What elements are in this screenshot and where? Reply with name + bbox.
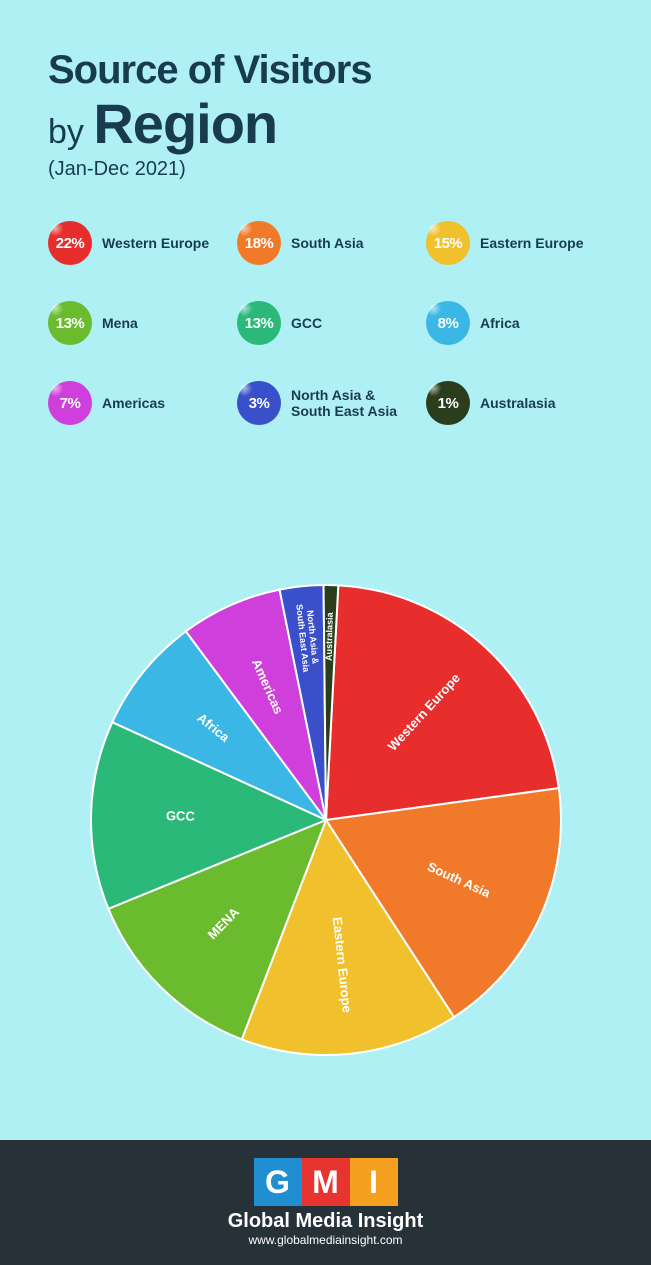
legend-circle: 3%: [237, 381, 281, 425]
footer-brand-name: Global Media Insight: [228, 1210, 424, 1233]
legend-item: 22% Western Europe: [48, 221, 225, 265]
legend-circle: 7%: [48, 381, 92, 425]
legend-label: Africa: [480, 315, 520, 331]
legend-item: 7% Americas: [48, 381, 225, 425]
legend-item: 3% North Asia &South East Asia: [237, 381, 414, 425]
pie-chart-container: Western EuropeSouth AsiaEastern EuropeME…: [86, 580, 566, 1065]
legend-circle: 8%: [426, 301, 470, 345]
footer-url: www.globalmediainsight.com: [248, 1233, 402, 1247]
legend-percent: 7%: [60, 395, 81, 412]
legend-label: North Asia &South East Asia: [291, 387, 397, 419]
legend-label: Mena: [102, 315, 138, 331]
pie-chart: Western EuropeSouth AsiaEastern EuropeME…: [86, 580, 566, 1060]
legend-percent: 22%: [56, 235, 85, 252]
legend-label: Australasia: [480, 395, 555, 411]
legend-item: 18% South Asia: [237, 221, 414, 265]
pie-slice-label: GCC: [165, 808, 195, 824]
legend-circle: 15%: [426, 221, 470, 265]
logo-letter: M: [302, 1158, 350, 1206]
legend-percent: 15%: [434, 235, 463, 252]
legend-label: GCC: [291, 315, 322, 331]
logo-letter: I: [350, 1158, 398, 1206]
logo-letter: G: [254, 1158, 302, 1206]
title-prefix: by: [48, 113, 93, 151]
title-block: Source of Visitors by Region (Jan-Dec 20…: [48, 48, 603, 181]
title-bold: Region: [93, 92, 277, 155]
legend-circle: 18%: [237, 221, 281, 265]
legend-circle: 1%: [426, 381, 470, 425]
legend-percent: 8%: [438, 315, 459, 332]
title-line2: by Region: [48, 91, 603, 156]
legend-percent: 18%: [245, 235, 274, 252]
legend-item: 8% Africa: [426, 301, 603, 345]
legend-percent: 3%: [249, 395, 270, 412]
infographic-main: Source of Visitors by Region (Jan-Dec 20…: [0, 0, 651, 1140]
legend-percent: 13%: [56, 315, 85, 332]
subtitle: (Jan-Dec 2021): [48, 158, 603, 181]
legend-label: Americas: [102, 395, 165, 411]
legend-item: 13% GCC: [237, 301, 414, 345]
pie-slice-label: Australasia: [323, 611, 334, 661]
legend-label: Eastern Europe: [480, 235, 583, 251]
legend-item: 1% Australasia: [426, 381, 603, 425]
logo: GMI: [254, 1158, 398, 1206]
legend-item: 13% Mena: [48, 301, 225, 345]
legend-circle: 13%: [237, 301, 281, 345]
legend-item: 15% Eastern Europe: [426, 221, 603, 265]
legend-grid: 22% Western Europe 18% South Asia 15% Eastern…: [48, 221, 603, 425]
footer: GMI Global Media Insight www.globalmedia…: [0, 1140, 651, 1265]
legend-percent: 1%: [438, 395, 459, 412]
legend-circle: 13%: [48, 301, 92, 345]
legend-label: South Asia: [291, 235, 364, 251]
title-line1: Source of Visitors: [48, 48, 603, 93]
legend-percent: 13%: [245, 315, 274, 332]
legend-circle: 22%: [48, 221, 92, 265]
legend-label: Western Europe: [102, 235, 209, 251]
